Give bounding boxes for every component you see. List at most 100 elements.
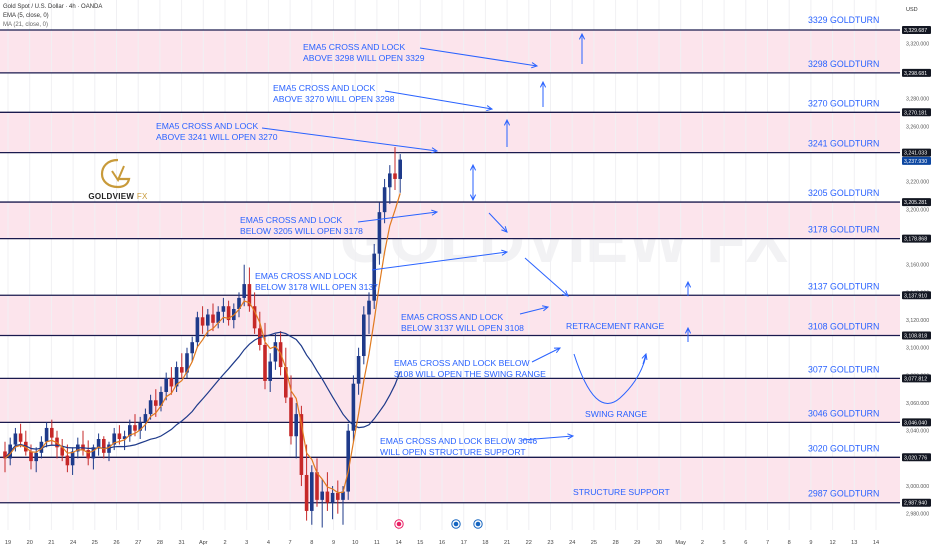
level-price-tag-text: 3,270.181	[904, 110, 927, 116]
time-tick-label: 20	[27, 540, 33, 546]
candle-body	[226, 306, 231, 321]
double-arrow-up-head	[469, 163, 477, 171]
price-tick-label: 3,040.000	[906, 429, 929, 435]
candle-body	[284, 367, 288, 398]
time-axis-bg	[0, 530, 932, 550]
goldturn-label: 3205 GOLDTURN	[808, 188, 879, 198]
zone-label-1: SWING RANGE	[585, 409, 647, 419]
annotation-text-7: WILL OPEN STRUCTURE SUPPORT	[380, 447, 526, 457]
time-tick-label: 24	[70, 540, 76, 546]
candle-body	[29, 451, 33, 462]
candle-body	[138, 422, 142, 431]
price-tick-label: 3,160.000	[906, 263, 929, 269]
goldturn-label: 3077 GOLDTURN	[808, 364, 879, 374]
candle-body	[18, 433, 23, 442]
up-arrow-head	[503, 118, 511, 126]
down-arrow-head	[501, 226, 508, 233]
price-tick-label: 3,120.000	[906, 318, 929, 324]
ema5-line	[4, 193, 401, 494]
candle-body	[190, 342, 194, 354]
ema-legend[interactable]: EMA (5, close, 0)	[3, 13, 49, 19]
goldturn-label: 3137 GOLDTURN	[808, 281, 879, 291]
swing-curve-head	[642, 353, 647, 365]
double-arrow-down-head	[469, 194, 477, 202]
goldview-logo-mark	[100, 158, 131, 189]
annotation-text-5: BELOW 3137 WILL OPEN 3108	[401, 323, 524, 333]
level-price-tag	[902, 68, 931, 77]
annotation-text-0: ABOVE 3298 WILL OPEN 3329	[303, 53, 425, 63]
time-tick-label: 18	[482, 540, 488, 546]
candle-body	[398, 159, 402, 179]
candle-body	[393, 173, 397, 179]
candle-body	[310, 472, 314, 511]
candles	[3, 147, 402, 528]
goldturn-levels	[0, 29, 900, 504]
goldturn-label: 3270 GOLDTURN	[808, 98, 879, 108]
level-price-tag-text: 3,137.910	[904, 293, 927, 299]
candle-body	[206, 314, 210, 326]
time-tick-label: 25	[591, 540, 597, 546]
candle-body	[180, 367, 184, 373]
candle-body	[330, 492, 335, 503]
time-tick-label: 21	[504, 540, 510, 546]
goldturn-label: 3329 GOLDTURN	[808, 15, 879, 25]
level-price-tag-text: 3,329.687	[904, 28, 927, 34]
annotation-arrow-3-head	[431, 209, 439, 216]
time-tick-label: 3	[245, 540, 248, 546]
event-icon-dot-2	[475, 521, 481, 527]
currency-label: USD	[906, 7, 918, 13]
candle-body	[159, 391, 163, 406]
candle-body	[70, 451, 75, 466]
candle-body	[44, 427, 49, 442]
candle-body	[174, 367, 179, 387]
up-arrow-head	[578, 32, 586, 40]
annotation-arrow-5	[519, 306, 549, 315]
time-tick-label: 9	[809, 540, 812, 546]
candle-body	[34, 452, 38, 462]
level-price-tag	[902, 418, 931, 427]
candle-body	[263, 344, 267, 381]
candle-body	[237, 297, 241, 309]
level-price-tag	[902, 291, 931, 300]
candle-body	[273, 342, 278, 362]
candle-body	[164, 378, 168, 392]
candle-body	[91, 447, 96, 459]
goldturn-label: 3020 GOLDTURN	[808, 443, 879, 453]
time-axis[interactable]: 19 20 21 24 25 26 27 28 31 Apr 2 3 4 7 8 9 10 11 14 15 16 17 1…	[0, 530, 932, 550]
candle-body	[24, 441, 28, 452]
zone-band-3	[0, 295, 900, 336]
event-icon-dot-1	[453, 521, 459, 527]
time-tick-label: 30	[656, 540, 662, 546]
goldturn-label: 3241 GOLDTURN	[808, 139, 879, 149]
ma-legend[interactable]: MA (21, close, 0)	[3, 22, 49, 28]
annotation-text-6: 3108 WILL OPEN THE SWING RANGE	[394, 369, 546, 379]
candle-body	[377, 212, 382, 254]
time-tick-label: 9	[332, 540, 335, 546]
time-tick-label: 26	[113, 540, 119, 546]
event-icon-dot-0	[396, 521, 402, 527]
time-tick-label: 23	[547, 540, 553, 546]
annotation-arrow-1-head	[486, 105, 494, 112]
time-tick-label: 10	[352, 540, 358, 546]
current-price-tag	[902, 156, 931, 165]
candle-body	[122, 436, 127, 440]
annotation-arrow-0	[419, 47, 538, 67]
candle-body	[169, 378, 174, 387]
price-axis-bg	[900, 0, 932, 535]
candle-body	[388, 173, 392, 188]
time-tick-label: 25	[92, 540, 98, 546]
zone-label-2: STRUCTURE SUPPORT	[573, 487, 671, 497]
goldturn-label: 2987 GOLDTURN	[808, 489, 879, 499]
symbol-title[interactable]: Gold Spot / U.S. Dollar · 4h · OANDA	[3, 4, 103, 10]
swing-curve	[573, 353, 647, 404]
candle-body	[221, 306, 226, 312]
level-price-tag	[902, 234, 931, 243]
time-tick-label: 24	[569, 540, 575, 546]
candle-body	[299, 414, 304, 475]
grid	[7, 0, 877, 530]
price-axis[interactable]: USD2,980.0003,000.0003,020.0003,040.0003…	[900, 0, 932, 535]
time-tick-label: 19	[5, 540, 11, 546]
time-tick-label: 8	[788, 540, 791, 546]
zone-band-5	[0, 457, 900, 503]
